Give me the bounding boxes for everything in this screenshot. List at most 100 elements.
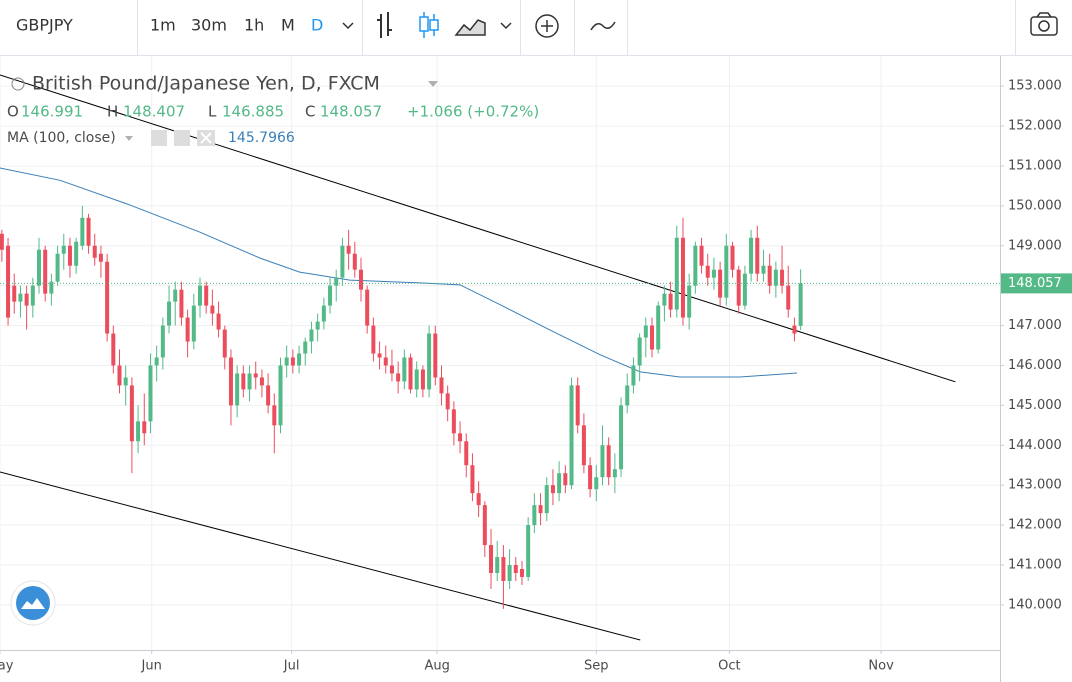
candle-body xyxy=(730,245,735,270)
interval[interactable]: 1m xyxy=(150,16,176,35)
grid xyxy=(0,56,1000,650)
candle-body xyxy=(780,269,785,286)
ohlc-value: 148.057 xyxy=(320,103,382,121)
dropdown-icon[interactable] xyxy=(500,22,512,30)
candle-body xyxy=(470,465,475,494)
trend-line xyxy=(0,74,956,383)
candle-body xyxy=(532,505,537,526)
candle-body xyxy=(123,377,128,386)
dropdown-icon[interactable] xyxy=(125,136,133,141)
candle-body xyxy=(222,329,227,358)
ohlc-label: O xyxy=(7,103,19,121)
candle-body xyxy=(575,385,580,426)
candle-body xyxy=(303,341,308,354)
candle-body xyxy=(253,373,258,378)
candle-body xyxy=(340,245,345,278)
candle-body xyxy=(581,425,586,466)
candle-body xyxy=(334,277,339,286)
candle-body xyxy=(6,245,11,318)
area-icon[interactable] xyxy=(454,19,486,36)
indicator-value: 145.7966 xyxy=(228,130,295,146)
candle-body xyxy=(513,565,518,573)
candle-body xyxy=(451,409,456,434)
candle-body xyxy=(538,505,543,514)
candle-body xyxy=(67,245,72,266)
interval[interactable]: D xyxy=(311,16,323,35)
visibility-icon[interactable] xyxy=(11,77,25,91)
candle-body xyxy=(259,377,264,386)
candle-body xyxy=(160,325,165,358)
candle-body xyxy=(49,281,54,294)
candle-body xyxy=(235,373,240,406)
compare-icon[interactable] xyxy=(535,14,559,38)
candle-body xyxy=(408,357,413,390)
candle-body xyxy=(507,565,512,581)
bars-icon[interactable] xyxy=(377,12,392,38)
candle-body xyxy=(687,285,692,318)
candle-body xyxy=(606,445,611,478)
interval[interactable]: M xyxy=(281,16,295,35)
candle-body xyxy=(352,253,357,270)
candle-body xyxy=(129,385,134,442)
candle-body xyxy=(439,377,444,394)
candle-body xyxy=(761,265,766,274)
symbol[interactable]: GBPJPY xyxy=(16,16,73,35)
eye-button[interactable] xyxy=(151,130,167,146)
snapshot-icon[interactable] xyxy=(1030,12,1058,36)
trend-line xyxy=(0,471,641,641)
candle-body xyxy=(588,465,593,490)
candle-body xyxy=(519,568,524,577)
candle-body xyxy=(414,369,419,390)
remove-icon xyxy=(200,132,212,144)
axes: 140.000 141.000 142.000 143.000 144.000 145.0… xyxy=(0,79,1072,674)
candle-body xyxy=(736,269,741,306)
candle-body xyxy=(179,289,184,318)
interval[interactable]: 30m xyxy=(191,16,227,35)
candles-icon[interactable] xyxy=(419,12,439,38)
y-tick-label: 153.000 xyxy=(1008,79,1062,94)
candle-body xyxy=(290,357,295,366)
interval[interactable]: 1h xyxy=(244,16,264,35)
candle-body xyxy=(142,421,147,434)
y-tick-label: 141.000 xyxy=(1008,558,1062,573)
candle-body xyxy=(544,485,549,514)
candle-body xyxy=(699,245,704,266)
last-price-box xyxy=(1001,273,1072,294)
candle-body xyxy=(210,305,215,314)
candle-body xyxy=(80,217,85,246)
candle-body xyxy=(136,421,141,442)
x-tick-label: Aug xyxy=(424,659,449,674)
candle-body xyxy=(198,285,202,306)
candle-body xyxy=(420,369,425,390)
candle-body xyxy=(427,333,432,390)
logo[interactable] xyxy=(10,580,56,626)
candle-body xyxy=(798,283,803,326)
dropdown-icon[interactable] xyxy=(428,81,438,87)
candle-body xyxy=(74,241,79,266)
candle-body xyxy=(643,325,648,338)
chart-title: British Pound/Japanese Yen, D, FXCM xyxy=(32,73,380,95)
x-tick-label: Jul xyxy=(283,659,300,674)
candle-body xyxy=(204,285,209,306)
candle-body xyxy=(377,353,382,358)
indicators-icon[interactable] xyxy=(590,21,616,31)
candle-body xyxy=(321,305,326,322)
candle-body xyxy=(43,249,48,294)
candle-body xyxy=(167,301,172,326)
candle-body xyxy=(637,337,642,366)
candle-body xyxy=(742,273,747,306)
candle-body xyxy=(668,293,673,310)
candle-body xyxy=(489,545,494,573)
candle-body xyxy=(117,365,122,386)
y-tick-label: 142.000 xyxy=(1008,518,1062,533)
candle-body xyxy=(600,445,605,478)
settings-button[interactable] xyxy=(174,130,190,146)
candle-body xyxy=(625,385,630,406)
candle-body xyxy=(433,333,438,378)
candle-body xyxy=(557,473,562,494)
candle-body xyxy=(278,365,283,426)
indicator-name: MA (100, close) xyxy=(7,130,116,146)
dropdown-icon[interactable] xyxy=(342,22,354,30)
candle-body xyxy=(241,373,246,390)
candle-body xyxy=(402,357,407,382)
